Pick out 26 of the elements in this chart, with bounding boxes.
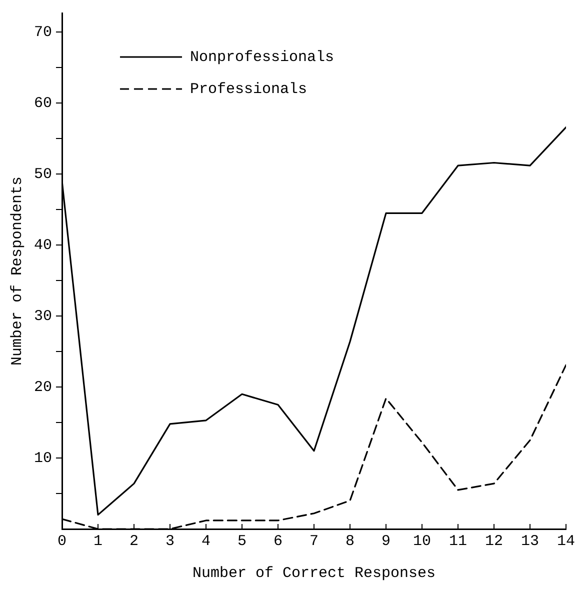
x-tick-label: 5 xyxy=(237,532,247,550)
y-tick-label: 60 xyxy=(34,95,52,112)
x-tick-label: 8 xyxy=(345,532,355,550)
x-tick-label: 2 xyxy=(129,532,139,550)
x-tick-label: 12 xyxy=(484,532,504,550)
y-tick-label: 10 xyxy=(34,450,52,467)
x-tick-label: 14 xyxy=(556,532,576,550)
legend-label: Professionals xyxy=(190,80,308,98)
x-tick-label: 13 xyxy=(520,532,540,550)
y-tick-label: 40 xyxy=(34,237,52,254)
x-tick-label: 0 xyxy=(57,532,67,550)
x-tick-label: 6 xyxy=(273,532,283,550)
y-axis-title: Number of Respondents xyxy=(8,176,26,366)
x-axis-title: Number of Correct Responses xyxy=(192,564,436,582)
x-tick-label: 7 xyxy=(309,532,319,550)
x-tick-label: 4 xyxy=(201,532,211,550)
x-tick-label: 3 xyxy=(165,532,175,550)
x-tick-label: 11 xyxy=(448,532,468,550)
x-tick-label: 9 xyxy=(381,532,391,550)
y-tick-label: 20 xyxy=(34,379,52,396)
x-tick-label: 1 xyxy=(93,532,103,550)
y-tick-label: 50 xyxy=(34,166,52,184)
y-tick-label: 70 xyxy=(34,24,52,42)
y-tick-label: 30 xyxy=(34,308,52,326)
x-tick-label: 10 xyxy=(412,532,432,550)
legend-label: Nonprofessionals xyxy=(190,48,334,66)
